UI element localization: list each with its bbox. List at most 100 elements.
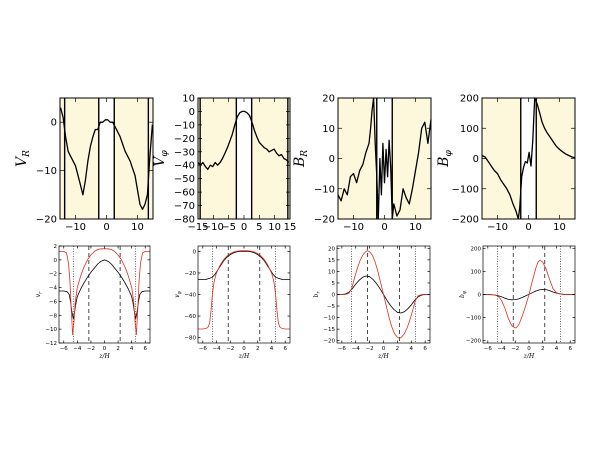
y-tick-label: −5	[327, 304, 336, 310]
y-tick-label: −10	[323, 316, 335, 322]
y-axis-label-base: v	[174, 294, 181, 298]
y-axis-label-base: B	[436, 157, 452, 168]
x-tick-label: 10	[409, 222, 422, 233]
shaded-region	[338, 98, 377, 219]
x-tick-label: 4	[410, 346, 414, 352]
panel-bottom-5: −6 −4 −2 0 2 4 6 2 0 −2 −4 −6 −8 −10 −12 vr z/H	[35, 244, 151, 360]
shaded-region	[60, 98, 99, 219]
y-axis-label: br	[313, 291, 322, 298]
x-tick-label: 2	[396, 346, 400, 352]
y-tick-label: 0	[193, 249, 197, 255]
y-tick-label: −50	[174, 174, 195, 185]
y-tick-label: −15	[323, 327, 335, 333]
y-tick-label: 0	[478, 293, 482, 299]
y-tick-label: −20	[174, 134, 195, 145]
series-line-1	[338, 98, 431, 219]
x-tick-label: −2	[226, 346, 234, 352]
x-tick-label: 2	[256, 346, 260, 352]
y-tick-label: −60	[184, 314, 196, 320]
shaded-region	[482, 98, 521, 219]
y-tick-label: 20	[322, 94, 335, 105]
y-tick-label: −20	[323, 339, 335, 345]
x-tick-label: 0	[241, 222, 247, 233]
y-tick-label: 15	[328, 258, 335, 264]
y-tick-label: −40	[174, 161, 195, 172]
shaded-region	[114, 98, 153, 219]
x-tick-label: 6	[423, 346, 427, 352]
y-tick-label: −2	[49, 272, 57, 278]
y-tick-label: −20	[184, 271, 196, 277]
x-tick-label: −5	[221, 222, 236, 233]
x-tick-label: 4	[270, 346, 274, 352]
y-tick-label: −200	[452, 215, 479, 226]
x-axis-label: z/H	[98, 353, 110, 360]
y-tick-label: −40	[184, 293, 196, 299]
y-axis-label-base: b	[459, 294, 466, 298]
y-axis-label-base: V	[152, 155, 168, 167]
y-tick-label: 5	[332, 281, 336, 287]
y-axis-label: VR	[14, 150, 32, 167]
y-axis-label-subscript: R	[22, 150, 32, 158]
plot-area	[337, 246, 430, 343]
x-tick-label: 2	[541, 346, 545, 352]
y-axis-label-subscript: φ	[178, 290, 183, 294]
x-axis-label: z/H	[238, 353, 250, 360]
axes-frame	[197, 245, 291, 344]
y-tick-label: 200	[460, 94, 479, 105]
y-tick-label: −10	[36, 166, 57, 177]
x-axis-label: z/H	[377, 353, 389, 360]
y-tick-label: −70	[174, 201, 195, 212]
series-line-1	[198, 110, 290, 170]
x-axis-label: z/H	[523, 353, 535, 360]
y-tick-label: 0	[329, 154, 335, 165]
x-tick-label: −2	[511, 346, 519, 352]
x-tick-label: 6	[568, 346, 572, 352]
shaded-region	[392, 98, 431, 219]
y-axis-label: vr	[35, 291, 44, 297]
y-tick-label: 0	[189, 107, 195, 118]
y-tick-label: 10	[322, 124, 335, 135]
y-tick-label: 100	[460, 124, 479, 135]
y-axis-label-base: V	[14, 155, 30, 167]
plot-area	[483, 246, 575, 343]
y-axis-label: vφ	[174, 290, 183, 297]
x-tick-label: 0	[242, 346, 246, 352]
series-line-2	[483, 259, 575, 329]
series-line-2	[59, 248, 150, 336]
y-axis-label-base: B	[292, 157, 308, 168]
y-axis-label: BR	[292, 150, 310, 168]
y-tick-label: −8	[49, 313, 58, 319]
y-axis-label-subscript: r	[317, 291, 322, 294]
x-tick-label: −4	[73, 346, 82, 352]
x-tick-label: −4	[352, 346, 361, 352]
y-tick-label: −80	[174, 215, 195, 226]
x-tick-label: −10	[65, 222, 86, 233]
y-tick-label: −10	[45, 327, 57, 333]
plot-area	[198, 246, 290, 343]
x-tick-label: −10	[203, 222, 224, 233]
x-tick-label: 15	[284, 222, 297, 233]
x-tick-label: 6	[143, 346, 147, 352]
y-tick-label: −20	[314, 215, 335, 226]
x-tick-label: −4	[212, 346, 221, 352]
x-tick-label: −6	[60, 346, 69, 352]
y-tick-label: −10	[174, 120, 195, 131]
x-tick-label: 10	[131, 222, 144, 233]
plot-area	[198, 98, 290, 219]
y-axis-label-subscript: R	[300, 150, 310, 158]
x-tick-label: 6	[283, 346, 287, 352]
shaded-region	[536, 98, 575, 219]
y-tick-label: 0	[54, 258, 58, 264]
series-line-1	[60, 107, 153, 210]
series-line-1	[198, 250, 290, 280]
y-tick-label: −6	[49, 299, 58, 305]
y-tick-label: −12	[45, 341, 57, 347]
x-tick-label: 0	[527, 346, 531, 352]
y-tick-label: 200	[471, 246, 482, 252]
plot-area	[59, 246, 150, 343]
x-tick-label: −6	[484, 346, 493, 352]
y-tick-label: −10	[314, 184, 335, 195]
